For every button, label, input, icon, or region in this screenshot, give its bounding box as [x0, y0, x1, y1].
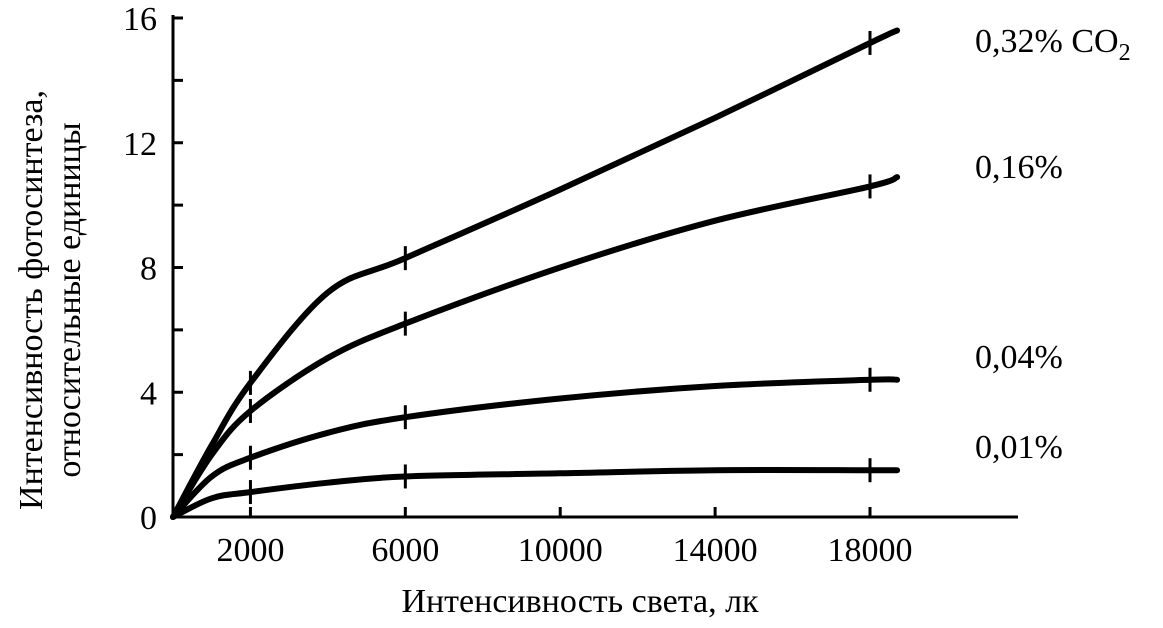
x-tick-label: 10000: [518, 532, 603, 569]
series-labels: 0,32% CO2 0,16% 0,04% 0,01%: [975, 23, 1131, 466]
y-tick-label: 12: [123, 126, 157, 163]
series-line: [170, 27, 901, 520]
series-label: 0,01%: [975, 429, 1063, 466]
x-tick-label: 18000: [828, 532, 913, 569]
y-tick-label: 16: [123, 1, 157, 38]
series-line: [170, 174, 901, 520]
y-tick-label: 8: [140, 251, 157, 288]
x-tick-label: 14000: [673, 532, 758, 569]
y-tick-label: 0: [140, 500, 157, 537]
x-tick-label: 2000: [216, 532, 284, 569]
y-axis-title-line1: Интенсивность фотосинтеза,: [13, 90, 50, 510]
series-label: 0,16%: [975, 149, 1063, 186]
x-axis-title: Интенсивность света, лк: [401, 583, 759, 620]
data-series: [170, 27, 901, 520]
series-label-subscript: 2: [1119, 40, 1131, 66]
series-line: [170, 466, 901, 520]
series-line: [170, 376, 901, 520]
y-axis-title-line2: относительные единицы: [51, 122, 88, 478]
axis-ticks: 0 4 8 12 16 2000 6000 10000 14000 18000: [123, 1, 913, 569]
x-tick-label: 6000: [371, 532, 439, 569]
series-label: 0,32% CO2: [975, 23, 1131, 66]
series-label: 0,04%: [975, 339, 1063, 376]
y-tick-label: 4: [140, 375, 157, 412]
